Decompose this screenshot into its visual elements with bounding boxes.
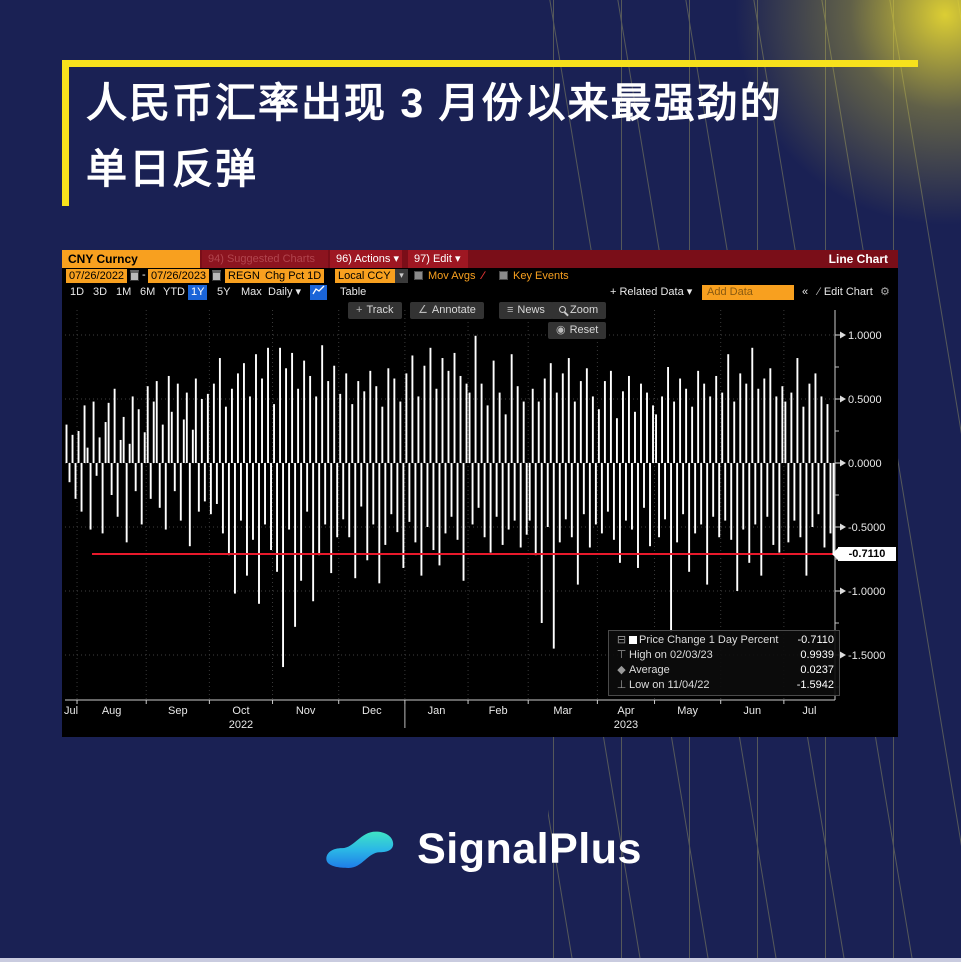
- x-axis-labels: Jul Aug Sep Oct 2022 Nov Dec Jan Feb Mar Apr 2023 Ma…: [64, 700, 816, 731]
- svg-text:-0.5000: -0.5000: [848, 522, 885, 534]
- pencil-icon: ∕: [818, 286, 820, 298]
- suggested-charts-button[interactable]: 94) Suggested Charts: [202, 250, 328, 268]
- price-field-selector[interactable]: Chg Pct 1D: [262, 269, 325, 283]
- brand-name: SignalPlus: [417, 824, 642, 873]
- legend-row-series: ⊟ Price Change 1 Day Percent -0.7110: [614, 633, 834, 648]
- svg-text:Sep: Sep: [168, 705, 188, 717]
- reset-button[interactable]: ◉ Reset: [548, 322, 607, 339]
- security-input[interactable]: CNY Curncy: [62, 250, 200, 268]
- range-button-1m[interactable]: 1M: [116, 286, 132, 298]
- bottom-edge-strip: [0, 958, 961, 962]
- svg-text:1.0000: 1.0000: [848, 330, 882, 342]
- svg-text:Jul: Jul: [64, 705, 78, 717]
- chart-plot-area: 1.0000 0.5000 0.0000 -0.5000 -1.0000 -1.5000 J…: [62, 302, 898, 737]
- currency-selector[interactable]: Local CCY: [335, 269, 395, 283]
- svg-text:Feb: Feb: [489, 705, 508, 717]
- svg-text:May: May: [677, 705, 698, 717]
- svg-text:Jun: Jun: [743, 705, 761, 717]
- range-button-1y-active[interactable]: 1Y: [188, 285, 208, 300]
- title-line-1: 人民币汇率出现 3 月份以来最强劲的: [86, 80, 783, 126]
- actions-menu-button[interactable]: 96) Actions ▾: [330, 250, 402, 268]
- terminal-settings-bar: 07/26/2022 - 07/26/2023 REGN Chg Pct 1D …: [62, 268, 898, 284]
- range-button-ytd[interactable]: YTD: [163, 286, 185, 298]
- last-price-axis-tag: -0.7110: [832, 547, 896, 561]
- low-tick-icon: ⊥: [616, 679, 627, 691]
- svg-text:-1.5000: -1.5000: [848, 650, 885, 662]
- key-events-label[interactable]: Key Events: [513, 270, 569, 282]
- svg-text:Apr: Apr: [617, 705, 634, 717]
- period-selector[interactable]: Daily ▾: [268, 286, 302, 298]
- terminal-range-bar: 1D 3D 1M 6M YTD 1Y 5Y Max Daily ▾ Table …: [62, 284, 898, 301]
- calendar-icon[interactable]: [212, 270, 221, 281]
- legend-expand-icon[interactable]: ⊟: [616, 634, 627, 646]
- mov-avgs-label[interactable]: Mov Avgs: [428, 270, 476, 282]
- track-crosshair-icon: +: [356, 304, 363, 316]
- title-line-2: 单日反弹: [86, 146, 258, 192]
- edit-menu-button[interactable]: 97) Edit ▾: [408, 250, 468, 268]
- svg-text:Aug: Aug: [102, 705, 122, 717]
- svg-text:2023: 2023: [614, 719, 638, 731]
- legend-row-high: ⊤ High on 02/03/23 0.9939: [614, 648, 834, 663]
- range-button-5y[interactable]: 5Y: [217, 286, 231, 298]
- page-title: 人民币汇率出现 3 月份以来最强劲的 单日反弹: [86, 70, 783, 202]
- svg-text:-1.0000: -1.0000: [848, 586, 885, 598]
- terminal-title-bar: CNY Curncy 94) Suggested Charts 96) Acti…: [62, 250, 898, 268]
- mov-avgs-pencil-icon[interactable]: ∕: [482, 270, 484, 282]
- related-data-button[interactable]: + Related Data ▾: [610, 286, 693, 298]
- range-button-6m[interactable]: 6M: [140, 286, 156, 298]
- key-events-checkbox[interactable]: [499, 271, 508, 280]
- high-tick-icon: ⊤: [616, 649, 627, 661]
- legend-row-low: ⊥ Low on 11/04/22 -1.5942: [614, 678, 834, 693]
- mov-avgs-checkbox[interactable]: [414, 271, 423, 280]
- magnifier-icon: [559, 306, 566, 313]
- chart-legend: ⊟ Price Change 1 Day Percent -0.7110 ⊤ H…: [608, 630, 840, 696]
- study-field[interactable]: REGN: [225, 269, 263, 283]
- svg-text:Nov: Nov: [296, 705, 316, 717]
- title-frame-left: [62, 60, 69, 206]
- collapse-icon[interactable]: «: [802, 286, 809, 298]
- chevron-down-icon[interactable]: ▾: [395, 269, 408, 283]
- line-chart-icon[interactable]: [310, 285, 327, 300]
- track-button[interactable]: + Track: [348, 302, 402, 319]
- reset-target-icon: ◉: [556, 324, 566, 336]
- svg-text:0.5000: 0.5000: [848, 394, 882, 406]
- average-diamond-icon: ◆: [617, 664, 626, 676]
- annotate-pencil-icon: ∠: [418, 304, 428, 316]
- price-change-bars: [65, 335, 835, 668]
- price-change-bar-chart: 1.0000 0.5000 0.0000 -0.5000 -1.0000 -1.5000 J…: [64, 310, 885, 731]
- svg-text:Jul: Jul: [802, 705, 816, 717]
- add-data-input[interactable]: Add Data: [702, 285, 794, 300]
- svg-text:Dec: Dec: [362, 705, 382, 717]
- series-color-swatch: [629, 636, 637, 644]
- date-from-input[interactable]: 07/26/2022: [66, 269, 128, 283]
- svg-text:Mar: Mar: [553, 705, 572, 717]
- table-button[interactable]: Table: [340, 286, 367, 298]
- bloomberg-terminal-panel: CNY Curncy 94) Suggested Charts 96) Acti…: [62, 250, 898, 737]
- range-button-max[interactable]: Max: [241, 286, 262, 298]
- range-button-1d[interactable]: 1D: [70, 286, 85, 298]
- zoom-button[interactable]: Zoom: [551, 302, 607, 319]
- annotate-button[interactable]: ∠ Annotate: [410, 302, 484, 319]
- calendar-icon[interactable]: [130, 270, 139, 281]
- legend-row-average: ◆ Average 0.0237: [614, 663, 834, 678]
- svg-text:Jan: Jan: [428, 705, 446, 717]
- svg-text:0.0000: 0.0000: [848, 458, 882, 470]
- gear-icon[interactable]: ⚙: [880, 286, 890, 298]
- signalplus-wave-icon: [326, 831, 394, 868]
- news-button[interactable]: ≡ News: [499, 302, 553, 319]
- svg-text:Oct: Oct: [232, 705, 249, 717]
- title-frame-top: [62, 60, 918, 67]
- edit-chart-button[interactable]: ∕ Edit Chart: [818, 286, 873, 298]
- chart-type-label: Line Chart: [828, 252, 888, 266]
- news-lines-icon: ≡: [507, 304, 514, 316]
- range-button-3d[interactable]: 3D: [93, 286, 108, 298]
- svg-text:2022: 2022: [229, 719, 253, 731]
- date-to-input[interactable]: 07/26/2023: [148, 269, 210, 283]
- brand-logo: SignalPlus: [0, 816, 961, 882]
- date-range-separator: -: [142, 269, 146, 281]
